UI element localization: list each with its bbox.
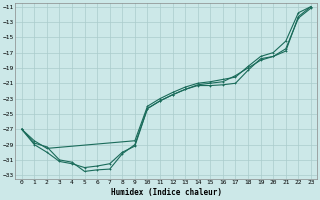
X-axis label: Humidex (Indice chaleur): Humidex (Indice chaleur): [111, 188, 222, 197]
